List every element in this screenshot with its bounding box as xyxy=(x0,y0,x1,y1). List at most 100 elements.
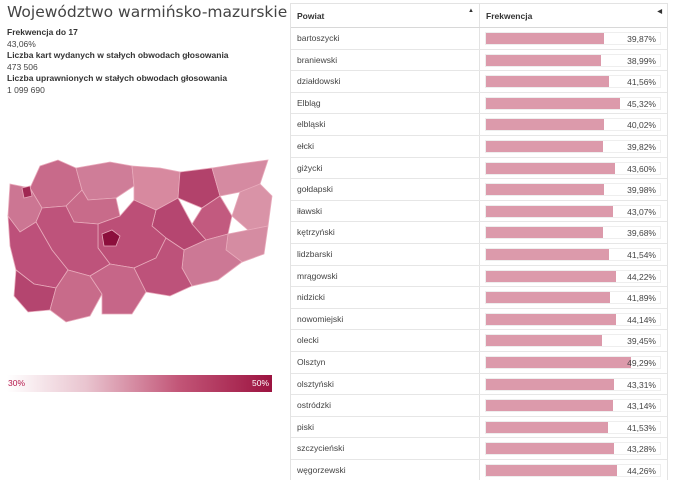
stat-ballots-label: Liczba kart wydanych w stałych obwodach … xyxy=(7,50,229,60)
turnout-value: 49,29% xyxy=(627,357,656,368)
stat-eligible-value: 1 099 690 xyxy=(7,84,45,95)
table-row[interactable]: działdowski 41,56% xyxy=(291,71,667,93)
turnout-cell: 49,29% xyxy=(480,352,667,373)
legend-max-label: 50% xyxy=(251,378,269,388)
table-row[interactable]: kętrzyński 39,68% xyxy=(291,222,667,244)
column-header-frekwencja[interactable]: Frekwencja ◀ xyxy=(480,4,667,27)
table-row[interactable]: mrągowski 44,22% xyxy=(291,265,667,288)
turnout-value: 39,87% xyxy=(627,34,656,44)
turnout-bar-fill xyxy=(486,119,605,131)
table-row[interactable]: bartoszycki 39,87% xyxy=(291,28,667,50)
turnout-cell: 44,14% xyxy=(480,309,667,330)
turnout-bar-track: 43,14% xyxy=(485,399,661,413)
table-row[interactable]: lidzbarski 41,54% xyxy=(291,243,667,266)
stat-turnout-label: Frekwencja do 17 xyxy=(7,27,78,37)
turnout-cell: 43,60% xyxy=(480,158,667,179)
table-row[interactable]: Elbląg 45,32% xyxy=(291,92,667,115)
turnout-cell: 39,68% xyxy=(480,222,667,243)
powiat-name: mrągowski xyxy=(291,265,480,287)
turnout-bar-fill xyxy=(486,248,609,260)
table-row[interactable]: piski 41,53% xyxy=(291,416,667,439)
map-region-szczycienski[interactable] xyxy=(133,237,193,297)
map-region-nidzicki[interactable] xyxy=(89,263,147,315)
turnout-bar-track: 39,87% xyxy=(485,32,661,45)
turnout-cell: 41,53% xyxy=(480,417,667,438)
region-title: Województwo warmińsko-mazurskie xyxy=(7,3,288,21)
map-region-olsztyn[interactable] xyxy=(101,229,121,247)
legend-gradient xyxy=(7,375,272,392)
turnout-bar-track: 41,89% xyxy=(485,291,661,305)
powiat-name: kętrzyński xyxy=(291,222,480,243)
table-row[interactable]: olsztyński 43,31% xyxy=(291,373,667,396)
turnout-cell: 39,45% xyxy=(480,330,667,351)
powiat-name: olecki xyxy=(291,330,480,351)
powiat-name: piski xyxy=(291,416,480,438)
turnout-cell: 43,14% xyxy=(480,395,667,416)
turnout-bar-fill xyxy=(486,292,610,304)
turnout-bar-fill xyxy=(486,227,604,239)
turnout-bar-fill xyxy=(486,443,614,455)
sort-up-icon[interactable]: ▲ xyxy=(468,8,474,14)
turnout-cell: 40,02% xyxy=(480,114,667,135)
turnout-value: 41,53% xyxy=(627,422,656,433)
choropleth-map[interactable] xyxy=(6,150,274,326)
powiat-name: braniewski xyxy=(291,49,480,71)
turnout-bar-track: 44,26% xyxy=(485,463,661,477)
map-region-elblag[interactable] xyxy=(21,185,33,199)
turnout-bar-fill xyxy=(486,76,609,88)
table-row[interactable]: ostródzki 43,14% xyxy=(291,395,667,417)
turnout-bar-fill xyxy=(486,335,603,347)
turnout-cell: 43,07% xyxy=(480,201,667,222)
turnout-bar-fill xyxy=(486,400,614,412)
turnout-value: 38,99% xyxy=(627,55,656,66)
turnout-value: 43,14% xyxy=(627,401,656,412)
powiat-name: szczycieński xyxy=(291,438,480,459)
turnout-bar-track: 41,53% xyxy=(485,420,661,434)
powiat-name: działdowski xyxy=(291,71,480,92)
turnout-value: 44,14% xyxy=(627,314,656,325)
turnout-bar-track: 38,99% xyxy=(485,53,661,67)
column-header-frekwencja-label: Frekwencja xyxy=(486,11,533,21)
powiat-name: ełcki xyxy=(291,135,480,157)
table-body: bartoszycki 39,87% braniewski 38,99% działdo… xyxy=(291,28,667,480)
table-row[interactable]: Olsztyn 49,29% xyxy=(291,351,667,374)
turnout-cell: 41,56% xyxy=(480,71,667,92)
legend-min-label: 30% xyxy=(8,378,26,388)
powiat-name: nowomiejski xyxy=(291,308,480,330)
turnout-bar-track: 40,02% xyxy=(485,118,661,132)
map-region-dzialdowski[interactable] xyxy=(49,269,103,323)
turnout-bar-track: 39,45% xyxy=(485,334,661,348)
table-row[interactable]: gołdapski 39,98% xyxy=(291,179,667,201)
turnout-bar-fill xyxy=(486,162,615,174)
table-row[interactable]: ełcki 39,82% xyxy=(291,135,667,158)
powiat-name: elbląski xyxy=(291,114,480,135)
turnout-value: 43,28% xyxy=(627,444,656,455)
column-header-powiat[interactable]: Powiat ▲ xyxy=(291,4,480,27)
table-row[interactable]: olecki 39,45% xyxy=(291,330,667,352)
turnout-bar-track: 41,54% xyxy=(485,247,661,261)
turnout-bar-track: 43,07% xyxy=(485,204,661,218)
turnout-cell: 41,89% xyxy=(480,287,667,308)
table-row[interactable]: giżycki 43,60% xyxy=(291,157,667,180)
table-row[interactable]: szczycieński 43,28% xyxy=(291,438,667,460)
table-row[interactable]: iławski 43,07% xyxy=(291,200,667,223)
turnout-value: 41,56% xyxy=(627,77,656,88)
turnout-bar-fill xyxy=(486,464,617,476)
table-row[interactable]: nowomiejski 44,14% xyxy=(291,308,667,331)
table-row[interactable]: braniewski 38,99% xyxy=(291,49,667,72)
table-row[interactable]: węgorzewski 44,26% xyxy=(291,459,667,480)
table-row[interactable]: elbląski 40,02% xyxy=(291,114,667,136)
turnout-bar-track: 39,82% xyxy=(485,139,661,153)
table-row[interactable]: nidzicki 41,89% xyxy=(291,287,667,309)
turnout-bar-track: 45,32% xyxy=(485,96,661,110)
turnout-value: 39,68% xyxy=(627,228,656,239)
turnout-cell: 44,26% xyxy=(480,460,667,480)
powiat-name: olsztyński xyxy=(291,373,480,395)
sort-left-icon[interactable]: ◀ xyxy=(657,9,662,15)
turnout-value: 41,54% xyxy=(627,249,656,260)
turnout-bar-track: 43,28% xyxy=(485,442,661,456)
turnout-bar-fill xyxy=(486,33,604,44)
stat-eligible-label: Liczba uprawnionych w stałych obwodach g… xyxy=(7,73,228,83)
turnout-bar-fill xyxy=(486,184,604,196)
powiat-name: lidzbarski xyxy=(291,243,480,265)
